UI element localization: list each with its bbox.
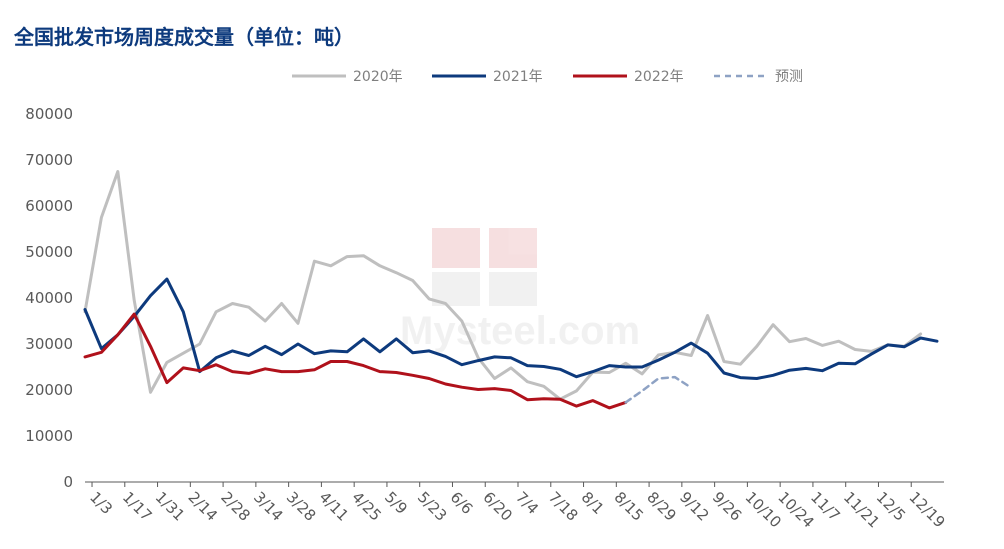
- y-tick-label: 20000: [25, 381, 73, 399]
- legend: 2020年 2021年 2022年 预测: [292, 69, 803, 85]
- series-line-0: [83, 170, 923, 401]
- x-tick-label: 2/14: [184, 488, 221, 525]
- y-axis: 0 10000 20000 30000 40000 50000 60000 70000 8000…: [25, 105, 73, 491]
- x-tick-label: 8/15: [610, 488, 647, 525]
- series-line-1: [83, 277, 939, 380]
- legend-label-2: 2022年: [634, 69, 684, 85]
- x-tick-label: 7/18: [545, 488, 582, 525]
- x-tick-label: 4/11: [316, 488, 353, 525]
- x-tick-label: 9/26: [709, 488, 746, 525]
- x-tick-label: 3/28: [283, 488, 320, 525]
- x-axis: 1/3 1/171/312/142/283/143/284/114/255/9 5/…: [85, 481, 949, 531]
- x-tick-label: 5/23: [414, 488, 451, 525]
- x-tick-label: 1/31: [152, 488, 189, 525]
- x-tick-label: 1/3: [86, 488, 116, 518]
- y-tick-label: 40000: [25, 289, 73, 307]
- x-tick-label: 5/9: [381, 488, 411, 518]
- x-tick-label: 11/21: [840, 488, 883, 531]
- y-tick-label: 50000: [25, 243, 73, 261]
- series-layer: [83, 170, 939, 410]
- x-tick-label: 12/19: [905, 488, 948, 531]
- x-tick-label: 8/29: [643, 488, 680, 525]
- series-line-3: [624, 375, 693, 404]
- x-tick-label: 2/28: [217, 488, 254, 525]
- x-tick-label: 1/17: [119, 488, 156, 525]
- legend-label-1: 2021年: [493, 69, 543, 85]
- x-tick-label: 9/12: [676, 488, 713, 525]
- y-tick-label: 70000: [25, 151, 73, 169]
- y-tick-label: 10000: [25, 427, 73, 445]
- x-tick-label: 10/10: [742, 488, 785, 531]
- legend-label-3: 预测: [775, 69, 803, 85]
- x-tick-label: 7/4: [512, 488, 542, 518]
- x-tick-label: 6/20: [479, 488, 516, 525]
- y-tick-label: 0: [63, 473, 73, 491]
- chart-title: 全国批发市场周度成交量（单位：吨）: [13, 25, 354, 49]
- x-tick-label: 8/1: [578, 488, 608, 518]
- watermark: Mysteel.com: [400, 228, 640, 353]
- legend-label-0: 2020年: [353, 69, 403, 85]
- x-tick-label: 6/6: [447, 488, 477, 518]
- x-tick-label: 3/14: [250, 488, 287, 525]
- svg-text:Mysteel.com: Mysteel.com: [400, 309, 640, 353]
- y-tick-label: 60000: [25, 197, 73, 215]
- y-tick-label: 80000: [25, 105, 73, 123]
- x-tick-label: 10/24: [774, 488, 817, 531]
- x-tick-label: 4/25: [348, 488, 385, 525]
- series-line-2: [83, 312, 628, 410]
- y-tick-label: 30000: [25, 335, 73, 353]
